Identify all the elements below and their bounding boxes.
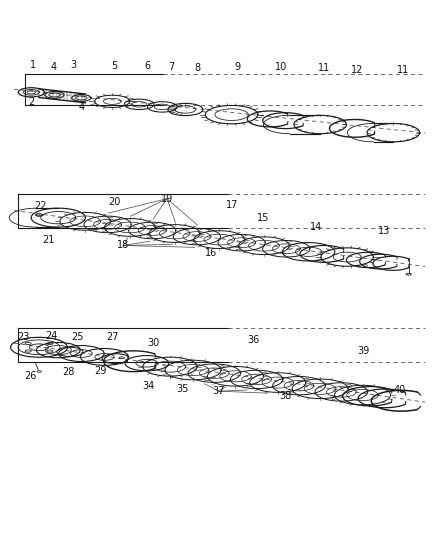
Text: 36: 36 (247, 335, 259, 345)
Text: 39: 39 (356, 345, 368, 356)
Text: 40: 40 (393, 385, 405, 395)
Text: 38: 38 (279, 391, 290, 401)
Text: 6: 6 (144, 61, 150, 71)
Text: 5: 5 (111, 61, 117, 71)
Text: 2: 2 (28, 98, 34, 107)
Text: 9: 9 (233, 62, 240, 72)
Text: 24: 24 (45, 330, 57, 341)
Text: 1: 1 (30, 60, 36, 70)
Text: 19: 19 (160, 193, 173, 204)
Text: 8: 8 (194, 63, 200, 73)
Text: 4: 4 (50, 62, 56, 72)
Text: 34: 34 (142, 381, 154, 391)
Text: 14: 14 (309, 222, 321, 232)
Text: 7: 7 (168, 62, 174, 72)
Text: 3: 3 (70, 60, 76, 70)
Text: 23: 23 (17, 332, 30, 342)
Text: 4: 4 (78, 102, 85, 112)
Text: 25: 25 (71, 332, 83, 342)
Text: 16: 16 (204, 248, 216, 259)
Text: 10: 10 (274, 62, 286, 72)
Text: 18: 18 (117, 240, 129, 251)
Text: 35: 35 (176, 384, 188, 394)
Text: 20: 20 (108, 197, 120, 207)
Text: 37: 37 (212, 386, 224, 396)
Text: 15: 15 (257, 213, 269, 223)
Text: 28: 28 (62, 367, 74, 377)
Text: 21: 21 (42, 235, 55, 245)
Text: 11: 11 (396, 64, 409, 75)
Text: 17: 17 (226, 200, 238, 210)
Text: 12: 12 (350, 64, 363, 75)
Text: 13: 13 (377, 225, 389, 236)
Text: 26: 26 (24, 371, 36, 381)
Text: 11: 11 (317, 63, 329, 73)
Text: 27: 27 (106, 333, 118, 342)
Text: 22: 22 (34, 201, 46, 211)
Text: 29: 29 (94, 366, 106, 376)
Text: 30: 30 (147, 338, 159, 348)
